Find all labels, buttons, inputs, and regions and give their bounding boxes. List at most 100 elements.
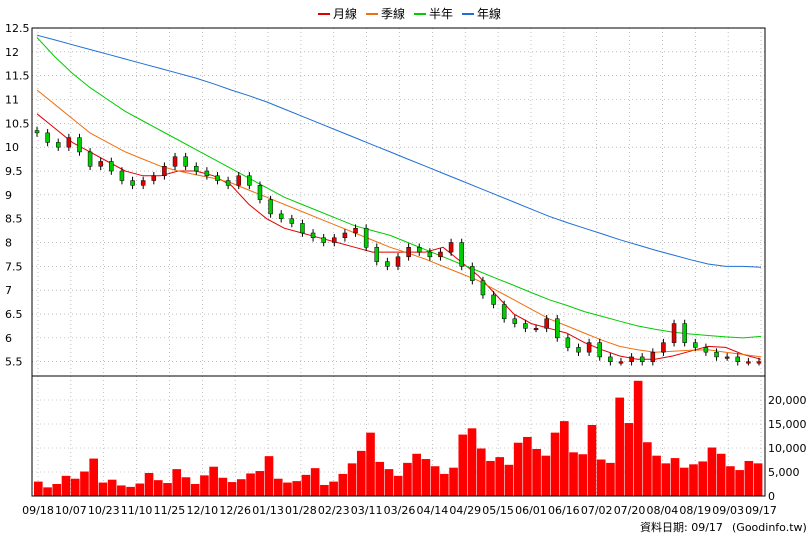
candle-body <box>34 130 40 134</box>
x-tick-label: 12/10 <box>186 504 218 517</box>
volume-bar <box>347 463 357 496</box>
volume-bar <box>338 473 348 496</box>
volume-bar <box>670 458 680 496</box>
x-tick-label: 04/29 <box>449 504 481 517</box>
volume-bar <box>449 467 458 496</box>
volume-bar <box>606 462 615 496</box>
volume-bar <box>652 455 661 496</box>
candle-body <box>661 342 666 353</box>
candle-body <box>714 351 719 358</box>
x-tick-label: 06/16 <box>548 504 580 517</box>
volume-bar <box>172 469 182 496</box>
volume-bar <box>624 423 634 496</box>
x-tick-label: 10/07 <box>55 504 87 517</box>
candle-body <box>300 223 305 234</box>
volume-bar <box>458 434 468 496</box>
volume-bar <box>504 464 514 496</box>
price-tick-label: 8 <box>5 237 12 250</box>
volume-bar <box>246 473 255 496</box>
price-tick-label: 7 <box>5 284 12 297</box>
volume-bar <box>679 467 689 496</box>
volume-bar <box>135 483 145 496</box>
volume-bar <box>523 436 532 496</box>
candle-body <box>438 251 443 258</box>
volume-bar <box>421 459 431 496</box>
price-tick-label: 6 <box>5 332 12 345</box>
volume-bar <box>310 468 320 496</box>
volume-bar <box>440 473 449 496</box>
volume-bar <box>153 480 163 496</box>
volume-bar <box>163 483 172 496</box>
candle-body <box>98 161 103 167</box>
volume-bar <box>181 477 191 496</box>
candle-body <box>353 227 358 234</box>
volume-bar <box>43 487 52 496</box>
volume-bar <box>412 453 421 496</box>
volume-bar <box>495 457 505 496</box>
volume-bar <box>393 475 403 496</box>
volume-tick-label: 20,000 <box>768 394 807 407</box>
volume-bar <box>34 481 43 496</box>
volume-tick-label: 10,000 <box>768 442 807 455</box>
x-tick-label: 04/14 <box>417 504 449 517</box>
volume-bar <box>117 485 126 496</box>
volume-bar <box>569 452 578 496</box>
x-tick-label: 11/25 <box>154 504 186 517</box>
candle-body <box>682 323 687 343</box>
price-tick-label: 10 <box>5 141 19 154</box>
price-tick-label: 5.5 <box>5 356 23 369</box>
candle-body <box>342 232 348 239</box>
volume-bar <box>716 453 726 496</box>
x-tick-label: 05/15 <box>482 504 514 517</box>
candle-body <box>427 251 433 258</box>
volume-bars <box>34 380 763 496</box>
volume-bar <box>255 471 265 496</box>
candle-body <box>321 237 326 243</box>
candle-body <box>533 328 539 331</box>
x-tick-label: 06/01 <box>515 504 547 517</box>
price-tick-label: 9 <box>5 189 12 202</box>
candle-body <box>501 304 507 320</box>
volume-bar <box>587 424 597 496</box>
volume-bar <box>301 474 311 496</box>
volume-bar <box>190 484 200 496</box>
volume-bar <box>264 456 274 496</box>
volume-bar <box>209 466 218 496</box>
candle-body <box>194 165 199 172</box>
volume-bar <box>541 455 551 496</box>
volume-bar <box>89 458 98 496</box>
x-tick-label: 01/13 <box>252 504 284 517</box>
volume-bar <box>476 448 486 496</box>
candle-body <box>172 156 178 167</box>
series-line-年線 <box>36 34 762 268</box>
series-line-季線 <box>36 89 762 358</box>
volume-bar <box>633 380 643 496</box>
volume-bar <box>550 432 560 496</box>
candle-body <box>693 342 698 348</box>
candle-body <box>332 237 337 243</box>
candle-body <box>756 361 762 364</box>
candle-body <box>236 175 241 186</box>
volume-tick-label: 15,000 <box>768 418 807 431</box>
candle-body <box>151 175 157 181</box>
price-tick-label: 10.5 <box>5 117 30 130</box>
volume-bar <box>98 482 108 496</box>
x-tick-label: 07/02 <box>581 504 613 517</box>
axes: 12.5 12 11.5 11 10.5 10 9.5 9 8.5 8 7.5 7 6.5 6 5.5 20,… <box>5 22 807 517</box>
candle-body <box>363 227 369 248</box>
price-tick-label: 8.5 <box>5 213 23 226</box>
volume-bar <box>320 484 329 496</box>
candle-body <box>87 151 93 167</box>
volume-bar <box>744 460 754 496</box>
price-tick-label: 12 <box>5 46 19 59</box>
volume-bar <box>486 460 495 496</box>
candle-body <box>225 180 231 186</box>
candle-body <box>618 361 624 364</box>
volume-bar <box>273 478 283 496</box>
candle-body <box>406 247 411 258</box>
volume-bar <box>107 479 117 496</box>
volume-bar <box>126 486 135 496</box>
candle-body <box>77 137 82 153</box>
candle-body <box>639 356 645 362</box>
candle-body <box>289 218 295 224</box>
